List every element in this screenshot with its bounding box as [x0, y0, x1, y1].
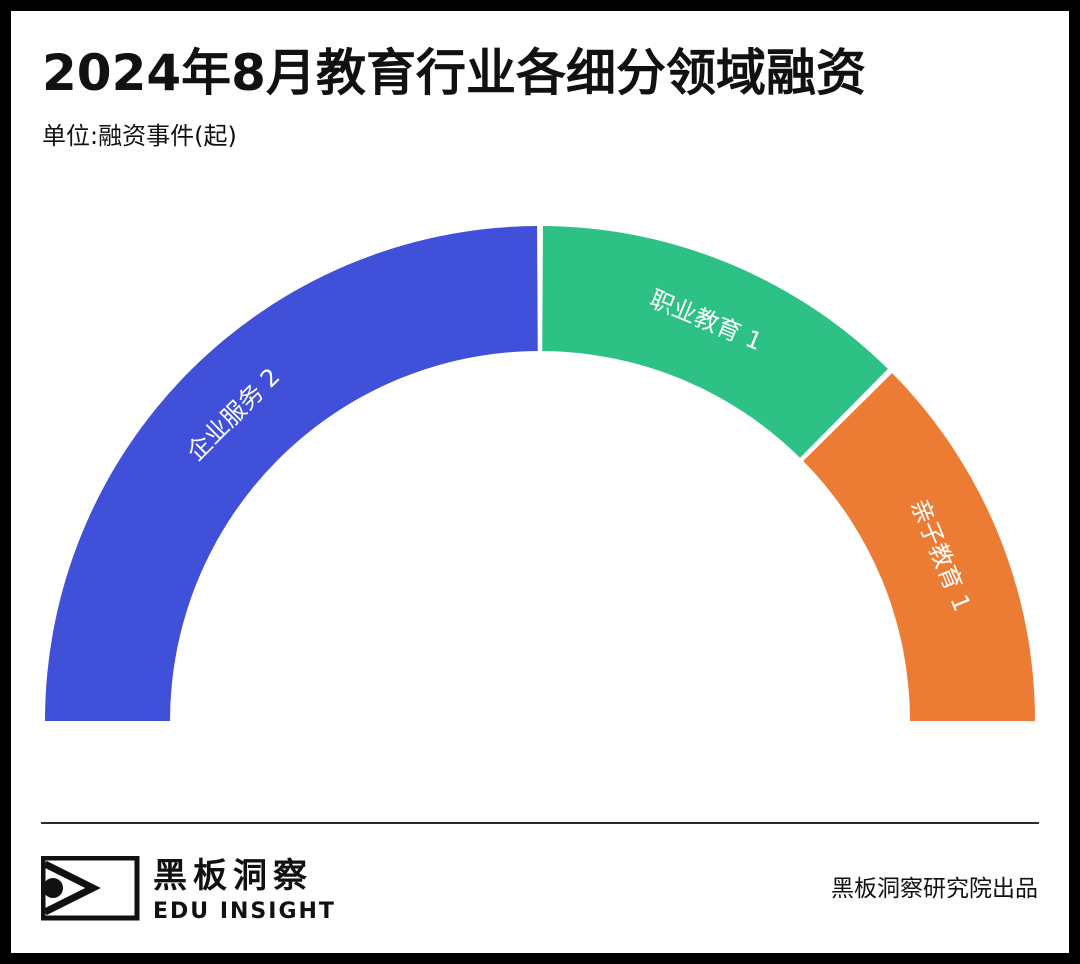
chart-card: 2024年8月教育行业各细分领域融资 单位:融资事件(起) 企业服务 2 职业教育…: [11, 11, 1069, 953]
chart-subtitle: 单位:融资事件(起): [42, 122, 237, 150]
donut-slice-1: [45, 226, 538, 721]
chart-title: 2024年8月教育行业各细分领域融资: [42, 44, 866, 102]
donut-slice-2: [542, 226, 888, 458]
credit-text: 黑板洞察研究院出品: [831, 876, 1038, 902]
logo-english-name: EDU INSIGHT: [153, 899, 336, 924]
footer-divider: [41, 822, 1039, 824]
eye-logo-icon: [41, 856, 140, 921]
donut-slice-3: [803, 373, 1035, 721]
logo-chinese-name: 黑板洞察: [153, 856, 313, 896]
brand-logo: 黑板洞察 EDU INSIGHT: [41, 854, 341, 924]
